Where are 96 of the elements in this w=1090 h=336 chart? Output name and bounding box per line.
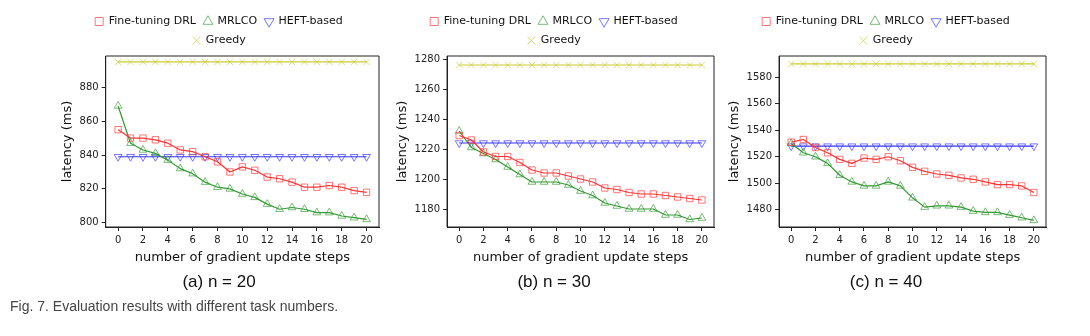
y-axis-title: latency (ms)	[394, 100, 410, 183]
x-tick-label: 14	[622, 233, 636, 245]
point	[957, 60, 965, 68]
y-tick-label: 1560	[746, 97, 773, 109]
x-tick-label: 8	[214, 233, 221, 245]
y-tick-label: 800	[79, 216, 99, 228]
point	[872, 60, 880, 68]
x-tick-label: 12	[260, 233, 274, 245]
x-tick-label: 2	[139, 233, 147, 245]
point	[1018, 60, 1026, 68]
x-tick-label: 2	[812, 233, 819, 245]
y-tick-label: 1580	[746, 70, 773, 82]
point	[884, 60, 892, 68]
legend-label: HEFT-based	[613, 14, 678, 28]
legend-label: MRLCO	[884, 14, 925, 28]
x-tick-label: 14	[285, 233, 299, 245]
x-tick-label: 12	[598, 233, 612, 245]
y-tick-label: 1280	[414, 52, 441, 64]
y-tick-label: 1200	[414, 172, 441, 184]
y-tick-label: 1180	[414, 202, 441, 214]
point	[201, 58, 209, 66]
x-tick-label: 18	[1003, 233, 1016, 245]
x-tick-label: 14	[954, 233, 968, 245]
legend-label: HEFT-based	[945, 14, 1010, 28]
y-tick-label: 1500	[746, 176, 773, 188]
y-tick-label: 1220	[414, 142, 441, 154]
y-tick-label: 1480	[746, 203, 773, 215]
legend-label: HEFT-based	[278, 14, 343, 28]
x-axis-title: number of gradient update steps	[804, 249, 1021, 265]
point	[993, 60, 1002, 68]
y-axis-title: latency (ms)	[59, 100, 75, 183]
y-tick-label: 1240	[414, 112, 441, 124]
text: (b) n = 30	[517, 272, 591, 292]
legend-label: MRLCO	[217, 14, 258, 28]
x-tick-label: 8	[885, 233, 892, 245]
point	[1005, 60, 1014, 68]
x-tick-label: 2	[480, 233, 487, 245]
point	[896, 60, 905, 68]
point	[1030, 60, 1038, 68]
legend-label: Fine-tuning DRL	[108, 14, 197, 28]
x-tick-label: 0	[456, 233, 463, 245]
legend-label: Fine-tuning DRL	[775, 14, 864, 28]
legend-label: Greedy	[872, 33, 914, 47]
x-tick-label: 10	[235, 233, 249, 245]
point	[836, 60, 844, 68]
y-tick-label: 840	[79, 148, 99, 160]
x-tick-label: 16	[310, 233, 324, 245]
x-tick-label: 0	[114, 233, 122, 245]
y-tick-label: 860	[79, 114, 99, 126]
point	[516, 158, 524, 167]
point	[848, 60, 856, 68]
point	[981, 60, 990, 68]
x-tick-label: 16	[646, 233, 660, 245]
point	[799, 60, 807, 68]
x-axis-title: number of gradient update steps	[134, 249, 351, 265]
x-tick-label: 0	[788, 233, 795, 245]
x-tick-label: 18	[671, 233, 684, 245]
x-axis-title: number of gradient update steps	[472, 249, 689, 265]
x-tick-label: 6	[528, 233, 536, 245]
x-tick-label: 4	[504, 233, 511, 245]
point	[823, 60, 832, 68]
text: (a) n = 20	[182, 272, 256, 292]
x-tick-label: 20	[1027, 233, 1041, 245]
y-tick-label: 880	[79, 80, 99, 92]
x-tick-label: 8	[553, 233, 560, 245]
x-tick-label: 16	[978, 233, 992, 245]
x-tick-label: 4	[836, 233, 843, 245]
x-tick-label: 20	[360, 233, 373, 245]
x-tick-label: 12	[930, 233, 944, 245]
legend-label: MRLCO	[552, 14, 593, 28]
y-tick-label: 1260	[414, 82, 441, 94]
legend-label: Fine-tuning DRL	[443, 14, 532, 28]
point	[945, 60, 953, 68]
x-tick-label: 6	[860, 233, 868, 245]
x-tick-label: 4	[164, 233, 171, 245]
x-tick-label: 20	[695, 233, 709, 245]
legend-label: Greedy	[540, 33, 582, 47]
point	[933, 60, 941, 68]
x-tick-label: 18	[335, 233, 349, 245]
text: (c) n = 40	[849, 272, 923, 292]
point	[908, 60, 917, 68]
legend-label: Greedy	[205, 33, 247, 47]
point	[787, 60, 795, 68]
y-tick-label: 1520	[746, 150, 773, 162]
caption: Fig. 7. Evaluation results with different task numbers.	[10, 298, 339, 314]
y-tick-label: 820	[79, 182, 99, 194]
point	[564, 61, 573, 69]
point	[661, 61, 670, 69]
y-axis-title: latency (ms)	[726, 100, 742, 183]
point	[811, 60, 820, 68]
point	[969, 60, 977, 68]
x-tick-label: 10	[574, 233, 587, 245]
x-tick-label: 10	[906, 233, 919, 245]
y-tick-label: 1540	[746, 123, 773, 135]
x-tick-label: 6	[189, 233, 196, 245]
point	[920, 60, 929, 68]
